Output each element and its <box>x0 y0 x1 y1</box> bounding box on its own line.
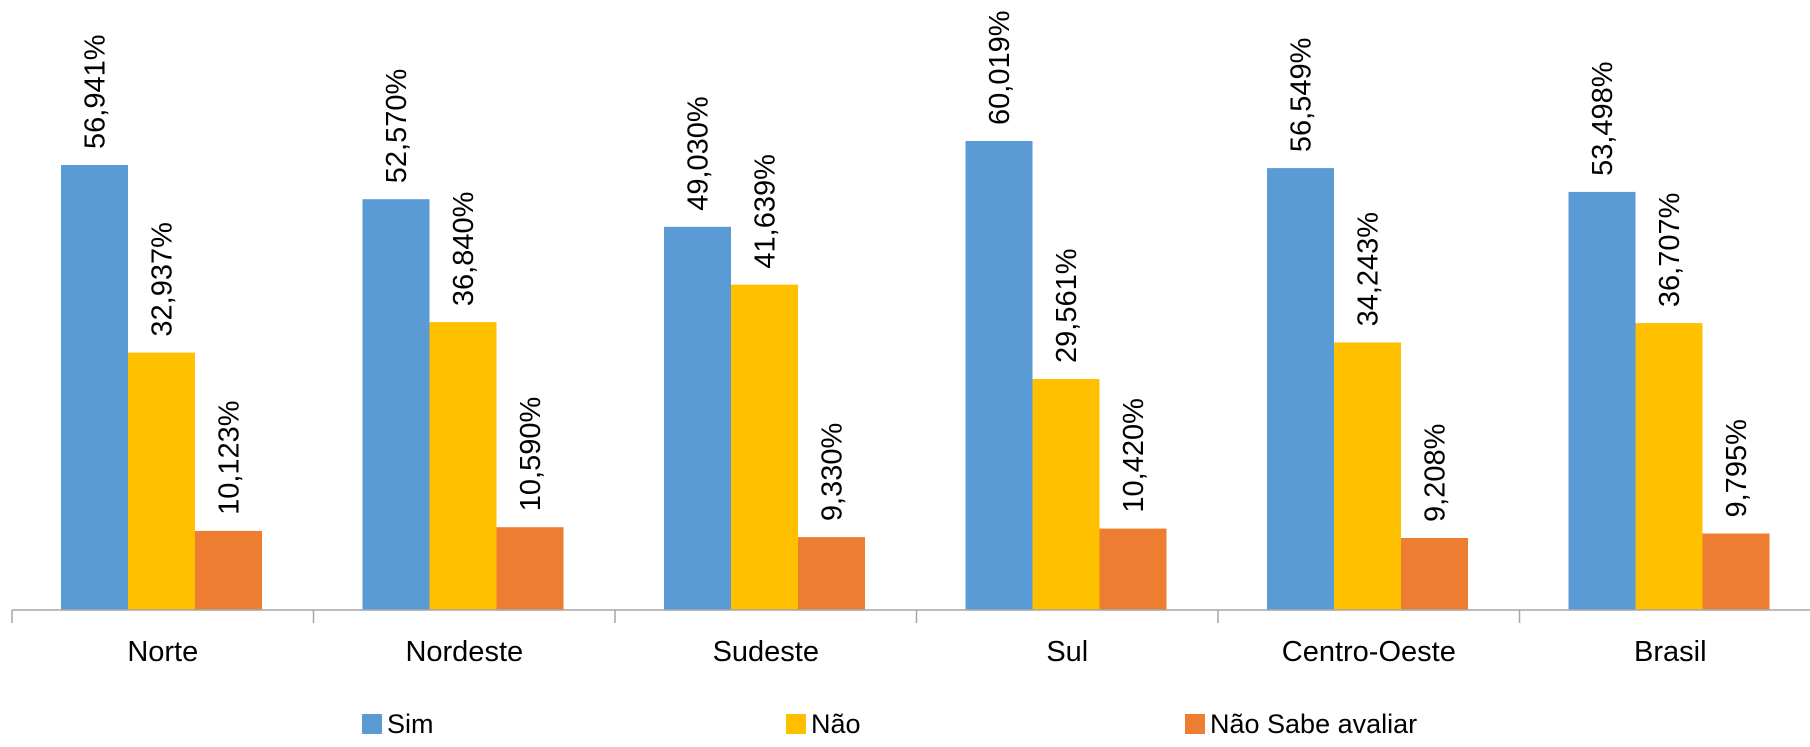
bar-sim-centro-oeste <box>1267 168 1334 610</box>
legend-swatch-nao <box>786 714 806 734</box>
legend-label-nao: Não <box>811 709 861 739</box>
bar-sim-sul <box>965 141 1033 610</box>
data-label-nao-sabe-avaliar-sul: 10,420% <box>1118 398 1150 513</box>
data-label-nao-sudeste: 41,639% <box>750 154 782 269</box>
data-labels-layer: 56,941% 32,937% 10,123% 52,570% 36,840% 10,59… <box>80 11 1754 523</box>
data-label-sim-nordeste: 52,570% <box>381 69 413 184</box>
legend-swatch-nao-sabe-avaliar <box>1185 714 1205 734</box>
category-label-sul: Sul <box>1046 636 1088 668</box>
bar-nao-sudeste <box>731 284 798 610</box>
bar-nao-nordeste <box>429 322 497 610</box>
data-label-nao-sabe-avaliar-norte: 10,123% <box>214 400 246 515</box>
bar-sim-brasil <box>1568 191 1636 610</box>
data-label-nao-sabe-avaliar-sudeste: 9,330% <box>817 423 849 521</box>
bar-nao-sabe-avaliar-norte <box>195 530 262 610</box>
bar-sim-sudeste <box>664 226 731 611</box>
data-label-sim-sul: 60,019% <box>984 11 1016 126</box>
bar-nao-sabe-avaliar-nordeste <box>496 527 564 610</box>
data-label-nao-brasil: 36,707% <box>1654 193 1686 308</box>
data-label-nao-norte: 32,937% <box>147 222 179 337</box>
data-label-nao-sabe-avaliar-brasil: 9,795% <box>1721 419 1753 517</box>
legend-label-sim: Sim <box>387 709 434 739</box>
bar-nao-sul <box>1032 379 1100 610</box>
data-label-nao-sul: 29,561% <box>1051 249 1083 364</box>
bar-nao-brasil <box>1635 323 1703 610</box>
bar-nao-sabe-avaliar-sudeste <box>798 537 865 610</box>
data-label-nao-centro-oeste: 34,243% <box>1353 212 1385 327</box>
category-label-sudeste: Sudeste <box>713 636 819 668</box>
bar-sim-norte <box>61 165 128 610</box>
bar-nao-sabe-avaliar-brasil <box>1702 533 1770 610</box>
data-label-nao-sabe-avaliar-centro-oeste: 9,208% <box>1420 424 1452 522</box>
x-axis: Norte Nordeste Sudeste Sul Centro-Oeste Brasi… <box>11 609 1810 668</box>
bar-nao-centro-oeste <box>1334 342 1401 610</box>
data-label-sim-centro-oeste: 56,549% <box>1286 38 1318 153</box>
legend: Sim Não Não Sabe avaliar <box>362 709 1417 739</box>
bar-nao-norte <box>128 352 195 610</box>
bar-nao-sabe-avaliar-sul <box>1099 528 1167 610</box>
legend-swatch-sim <box>362 714 382 734</box>
category-label-norte: Norte <box>127 636 198 668</box>
bar-nao-sabe-avaliar-centro-oeste <box>1401 538 1468 610</box>
data-label-nao-nordeste: 36,840% <box>448 192 480 307</box>
data-label-sim-sudeste: 49,030% <box>683 96 715 211</box>
data-label-sim-brasil: 53,498% <box>1587 61 1619 176</box>
category-label-nordeste: Nordeste <box>405 636 523 668</box>
data-label-nao-sabe-avaliar-nordeste: 10,590% <box>515 397 547 512</box>
data-label-sim-norte: 56,941% <box>80 35 112 150</box>
legend-label-nao-sabe-avaliar: Não Sabe avaliar <box>1210 709 1417 739</box>
category-label-centro-oeste: Centro-Oeste <box>1282 636 1456 668</box>
bars-layer <box>61 141 1770 611</box>
category-label-brasil: Brasil <box>1634 636 1707 668</box>
bar-sim-nordeste <box>362 199 430 610</box>
